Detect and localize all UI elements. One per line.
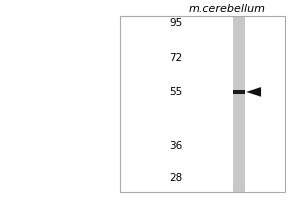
Bar xyxy=(233,90,244,94)
Text: 72: 72 xyxy=(169,53,183,63)
Text: 95: 95 xyxy=(169,18,183,28)
Bar xyxy=(233,16,244,192)
Text: 36: 36 xyxy=(169,141,183,151)
Text: 55: 55 xyxy=(169,87,183,97)
Text: 28: 28 xyxy=(169,173,183,183)
Text: m.cerebellum: m.cerebellum xyxy=(188,4,265,14)
Polygon shape xyxy=(246,87,261,97)
